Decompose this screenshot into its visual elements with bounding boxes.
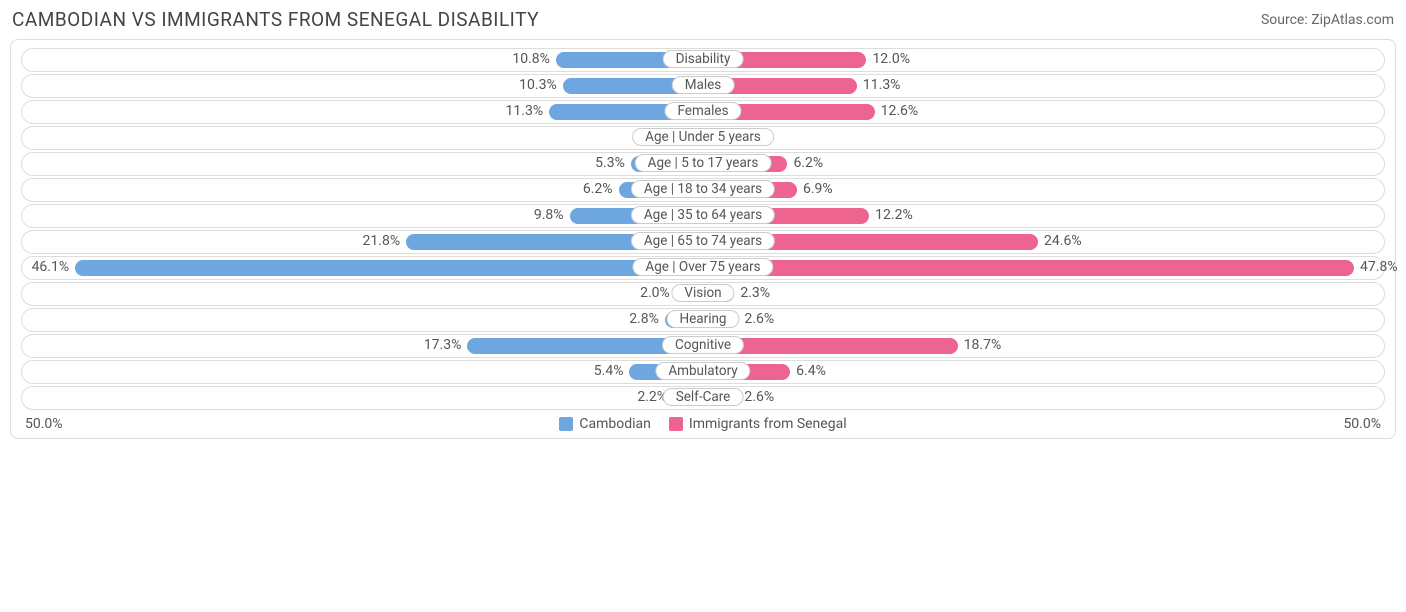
category-label: Age | 18 to 34 years	[631, 180, 775, 198]
data-row: 6.2% 6.9% Age | 18 to 34 years	[21, 178, 1385, 202]
value-label-left: 9.8%	[534, 207, 564, 223]
value-label-left: 5.4%	[594, 363, 624, 379]
data-row: 10.3% 11.3% Males	[21, 74, 1385, 98]
data-row: 2.2%2.6%Self-Care	[21, 386, 1385, 410]
legend-label-right: Immigrants from Senegal	[689, 416, 847, 432]
category-label: Hearing	[666, 310, 739, 328]
category-label: Age | 35 to 64 years	[631, 206, 775, 224]
legend-label-left: Cambodian	[579, 416, 651, 432]
value-label-right: 24.6%	[1044, 233, 1082, 249]
category-label: Males	[672, 76, 735, 94]
axis-left-max: 50.0%	[25, 416, 63, 432]
value-label-left: 21.8%	[363, 233, 401, 249]
category-label: Self-Care	[663, 388, 744, 406]
value-label-left: 5.3%	[595, 155, 625, 171]
category-label: Age | 65 to 74 years	[631, 232, 775, 250]
category-label: Age | Under 5 years	[632, 128, 774, 146]
legend-swatch-left	[559, 417, 573, 431]
data-row: 5.3% 6.2% Age | 5 to 17 years	[21, 152, 1385, 176]
data-row: 11.3% 12.6% Females	[21, 100, 1385, 124]
data-row: 2.0% 2.3% Vision	[21, 282, 1385, 306]
data-row: 46.1%47.8%Age | Over 75 years	[21, 256, 1385, 280]
category-label: Cognitive	[662, 336, 744, 354]
axis-right-max: 50.0%	[1343, 416, 1381, 432]
value-label-right: 6.4%	[796, 363, 826, 379]
category-label: Females	[664, 102, 741, 120]
value-label-right: 2.6%	[744, 311, 774, 327]
value-label-right: 47.8%	[1360, 259, 1398, 275]
legend-item-right: Immigrants from Senegal	[669, 416, 847, 432]
data-row: 17.3% 18.7% Cognitive	[21, 334, 1385, 358]
data-row: 1.2%1.2%Age | Under 5 years	[21, 126, 1385, 150]
category-label: Disability	[663, 50, 744, 68]
value-label-right: 12.6%	[881, 103, 919, 119]
value-label-left: 17.3%	[424, 337, 462, 353]
data-row: 10.8% 12.0% Disability	[21, 48, 1385, 72]
value-label-left: 46.1%	[32, 259, 70, 275]
chart-source: Source: ZipAtlas.com	[1261, 12, 1394, 28]
value-label-right: 2.6%	[744, 389, 774, 405]
value-label-left: 6.2%	[583, 181, 613, 197]
chart-title: CAMBODIAN VS IMMIGRANTS FROM SENEGAL DIS…	[12, 8, 539, 31]
value-label-right: 18.7%	[964, 337, 1002, 353]
chart-body: 10.8% 12.0% Disability 10.3% 11.3% Males 11.3%…	[10, 39, 1396, 439]
category-label: Age | Over 75 years	[632, 258, 773, 276]
category-label: Ambulatory	[655, 362, 750, 380]
data-row: 21.8% 24.6% Age | 65 to 74 years	[21, 230, 1385, 254]
data-row: 9.8% 12.2% Age | 35 to 64 years	[21, 204, 1385, 228]
value-label-left: 10.3%	[519, 77, 557, 93]
value-label-right: 12.0%	[872, 51, 910, 67]
data-row: 2.8% 2.6% Hearing	[21, 308, 1385, 332]
data-row: 5.4% 6.4% Ambulatory	[21, 360, 1385, 384]
value-label-left: 2.0%	[640, 285, 670, 301]
legend: Cambodian Immigrants from Senegal	[559, 416, 846, 432]
value-label-left: 2.8%	[629, 311, 659, 327]
value-label-left: 11.3%	[506, 103, 544, 119]
category-label: Age | 5 to 17 years	[635, 154, 772, 172]
value-label-right: 2.3%	[740, 285, 770, 301]
bar-left	[75, 260, 703, 276]
value-label-right: 11.3%	[863, 77, 901, 93]
value-label-right: 12.2%	[875, 207, 913, 223]
legend-swatch-right	[669, 417, 683, 431]
bar-right	[703, 260, 1354, 276]
chart-header: CAMBODIAN VS IMMIGRANTS FROM SENEGAL DIS…	[0, 0, 1406, 35]
legend-item-left: Cambodian	[559, 416, 651, 432]
value-label-left: 10.8%	[512, 51, 550, 67]
value-label-right: 6.9%	[803, 181, 833, 197]
category-label: Vision	[671, 284, 734, 302]
chart-footer: 50.0% Cambodian Immigrants from Senegal …	[11, 412, 1395, 434]
value-label-right: 6.2%	[793, 155, 823, 171]
